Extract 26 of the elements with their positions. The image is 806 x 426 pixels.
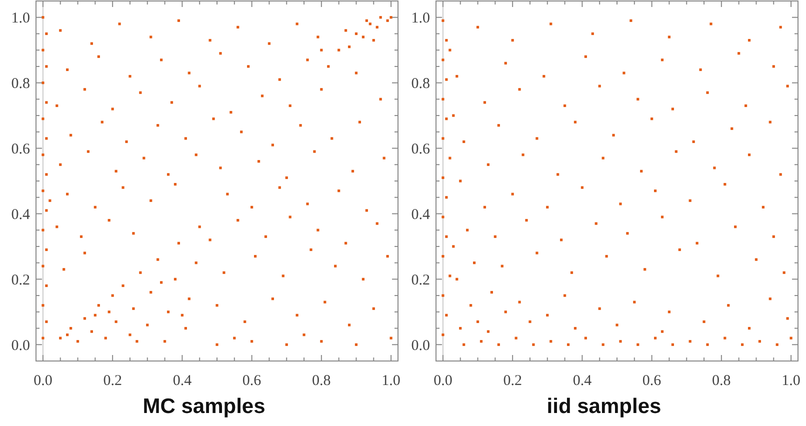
y-tick-label: 0.8 xyxy=(411,76,430,92)
x-tick-label: 0.4 xyxy=(172,373,192,389)
x-tick-label: 0.6 xyxy=(642,373,662,389)
x-tick-label: 0.0 xyxy=(434,373,452,389)
x-tick-label: 0.8 xyxy=(312,373,331,389)
x-axis-title: MC samples xyxy=(142,395,266,418)
y-tick-label: 0.4 xyxy=(11,206,30,223)
y-tick-label: 0.6 xyxy=(411,142,430,158)
y-tick-label: 0.0 xyxy=(411,338,430,354)
y-tick-label: 1.0 xyxy=(411,10,430,27)
x-axis-title: iid samples xyxy=(546,395,662,418)
y-tick-label: 0.2 xyxy=(11,272,30,288)
y-tick-label: 0.4 xyxy=(411,206,430,223)
x-tick-label: 0.8 xyxy=(712,373,731,389)
x-tick-label: 1.0 xyxy=(382,373,400,389)
y-tick-label: 0.0 xyxy=(11,338,30,354)
x-tick-label: 1.0 xyxy=(782,373,800,389)
y-tick-label: 0.8 xyxy=(11,76,30,92)
x-tick-label: 0.2 xyxy=(103,373,122,389)
y-tick-label: 0.2 xyxy=(411,272,430,288)
x-tick-label: 0.4 xyxy=(572,373,592,389)
x-tick-label: 0.2 xyxy=(503,373,522,389)
x-tick-label: 0.0 xyxy=(34,373,52,389)
y-tick-label: 1.0 xyxy=(11,10,30,27)
x-tick-label: 0.6 xyxy=(242,373,262,389)
y-tick-label: 0.6 xyxy=(11,142,30,158)
